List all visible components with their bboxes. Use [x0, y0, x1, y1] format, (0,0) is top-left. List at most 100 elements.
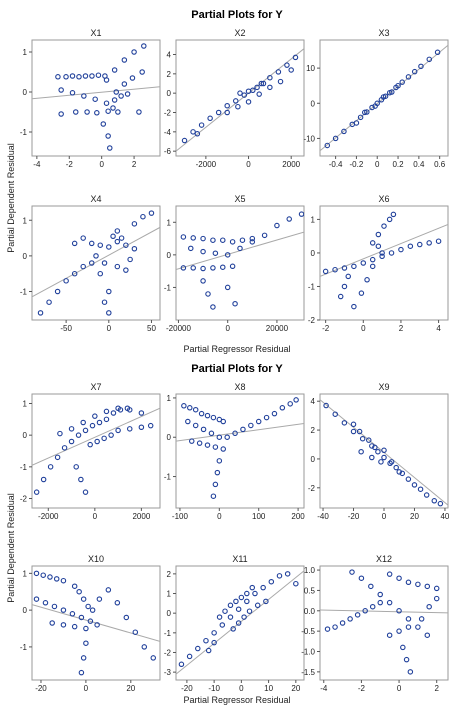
data-point: [232, 430, 238, 437]
x-tick-label: 2: [399, 324, 404, 333]
data-point: [212, 250, 219, 256]
data-point: [78, 669, 85, 676]
data-point: [219, 622, 226, 628]
y-tick-label: 0.5: [304, 586, 316, 595]
data-point: [426, 240, 432, 246]
data-point: [115, 405, 121, 411]
data-point: [126, 426, 133, 432]
data-point: [368, 583, 374, 590]
y-tick-label: -1: [164, 629, 172, 638]
data-point: [387, 460, 393, 467]
data-point: [204, 412, 211, 419]
figure-1-xlabel: Partial Regressor Residual: [183, 344, 290, 354]
data-point: [124, 91, 131, 97]
y-tick-label: -1: [20, 643, 28, 652]
data-point: [390, 211, 397, 218]
data-point: [212, 481, 219, 488]
data-point: [88, 240, 95, 247]
data-point: [434, 49, 441, 56]
data-point: [274, 222, 280, 229]
data-point: [366, 437, 372, 443]
data-point: [33, 570, 40, 577]
data-point: [324, 626, 331, 632]
x-tick-label: 100: [252, 512, 266, 521]
data-point: [244, 590, 250, 597]
data-point: [369, 240, 376, 246]
data-point: [141, 43, 147, 49]
data-point: [180, 265, 187, 271]
plot-frame-5: [175, 205, 305, 321]
data-point: [93, 253, 99, 259]
x-tick-label: 20: [126, 684, 135, 693]
data-point: [141, 644, 148, 650]
data-point: [96, 596, 103, 602]
data-point: [332, 411, 338, 417]
x-tick-label: -20: [181, 684, 193, 693]
y-tick-label: -6: [164, 147, 172, 156]
data-point: [110, 410, 117, 416]
data-point: [47, 464, 54, 470]
x-tick-label: -4: [320, 684, 328, 693]
data-point: [258, 80, 265, 87]
data-point: [71, 623, 78, 630]
data-point: [85, 603, 91, 610]
data-point: [37, 310, 44, 316]
x-tick-label: 0.4: [413, 160, 425, 169]
data-point: [227, 614, 234, 620]
data-point: [105, 133, 111, 139]
data-point: [215, 109, 222, 116]
plot-area-5: [176, 211, 304, 310]
data-point: [192, 406, 199, 413]
y-tick-label: 0: [311, 99, 316, 108]
y-tick-label: -2: [164, 109, 172, 118]
data-point: [339, 620, 346, 626]
x-tick-label: -2: [66, 160, 74, 169]
data-point: [249, 584, 256, 591]
data-point: [405, 624, 412, 630]
data-point: [57, 430, 63, 437]
data-point: [190, 235, 196, 241]
data-point: [46, 299, 52, 305]
data-point: [254, 84, 260, 91]
data-point: [424, 632, 431, 638]
data-point: [105, 108, 111, 114]
data-point: [324, 142, 331, 149]
data-point: [114, 263, 121, 270]
data-point: [353, 120, 360, 126]
data-point: [214, 469, 221, 476]
data-point: [379, 250, 385, 256]
data-point: [369, 263, 376, 270]
data-point: [322, 268, 329, 275]
x-tick-label: 0: [397, 684, 402, 693]
x-tick-label: 20: [410, 512, 419, 521]
data-point: [407, 243, 414, 249]
x-tick-label: 0: [217, 512, 222, 521]
data-point: [241, 614, 247, 620]
data-point: [194, 131, 201, 137]
data-point: [80, 235, 86, 241]
data-point: [60, 607, 67, 613]
data-point: [148, 210, 155, 216]
data-point: [200, 235, 206, 242]
data-point: [350, 428, 357, 435]
data-point: [178, 661, 185, 668]
data-point: [224, 434, 230, 440]
data-point: [40, 476, 47, 483]
x-tick-label: 0: [84, 684, 89, 693]
data-point: [351, 303, 357, 310]
data-point: [208, 430, 215, 437]
data-point: [75, 432, 82, 438]
data-point: [358, 290, 365, 296]
x-tick-label: 4: [436, 324, 441, 333]
data-point: [286, 216, 292, 222]
data-point: [358, 575, 365, 581]
data-point: [42, 600, 49, 606]
y-tick-label: -1: [20, 463, 28, 472]
data-point: [279, 405, 286, 411]
data-point: [150, 655, 157, 661]
plot-area-11: [176, 570, 304, 675]
panel-title-6: X6: [378, 194, 389, 204]
data-point: [386, 216, 393, 223]
x-tick-label: 200: [291, 512, 305, 521]
panel-title-8: X8: [234, 382, 245, 392]
